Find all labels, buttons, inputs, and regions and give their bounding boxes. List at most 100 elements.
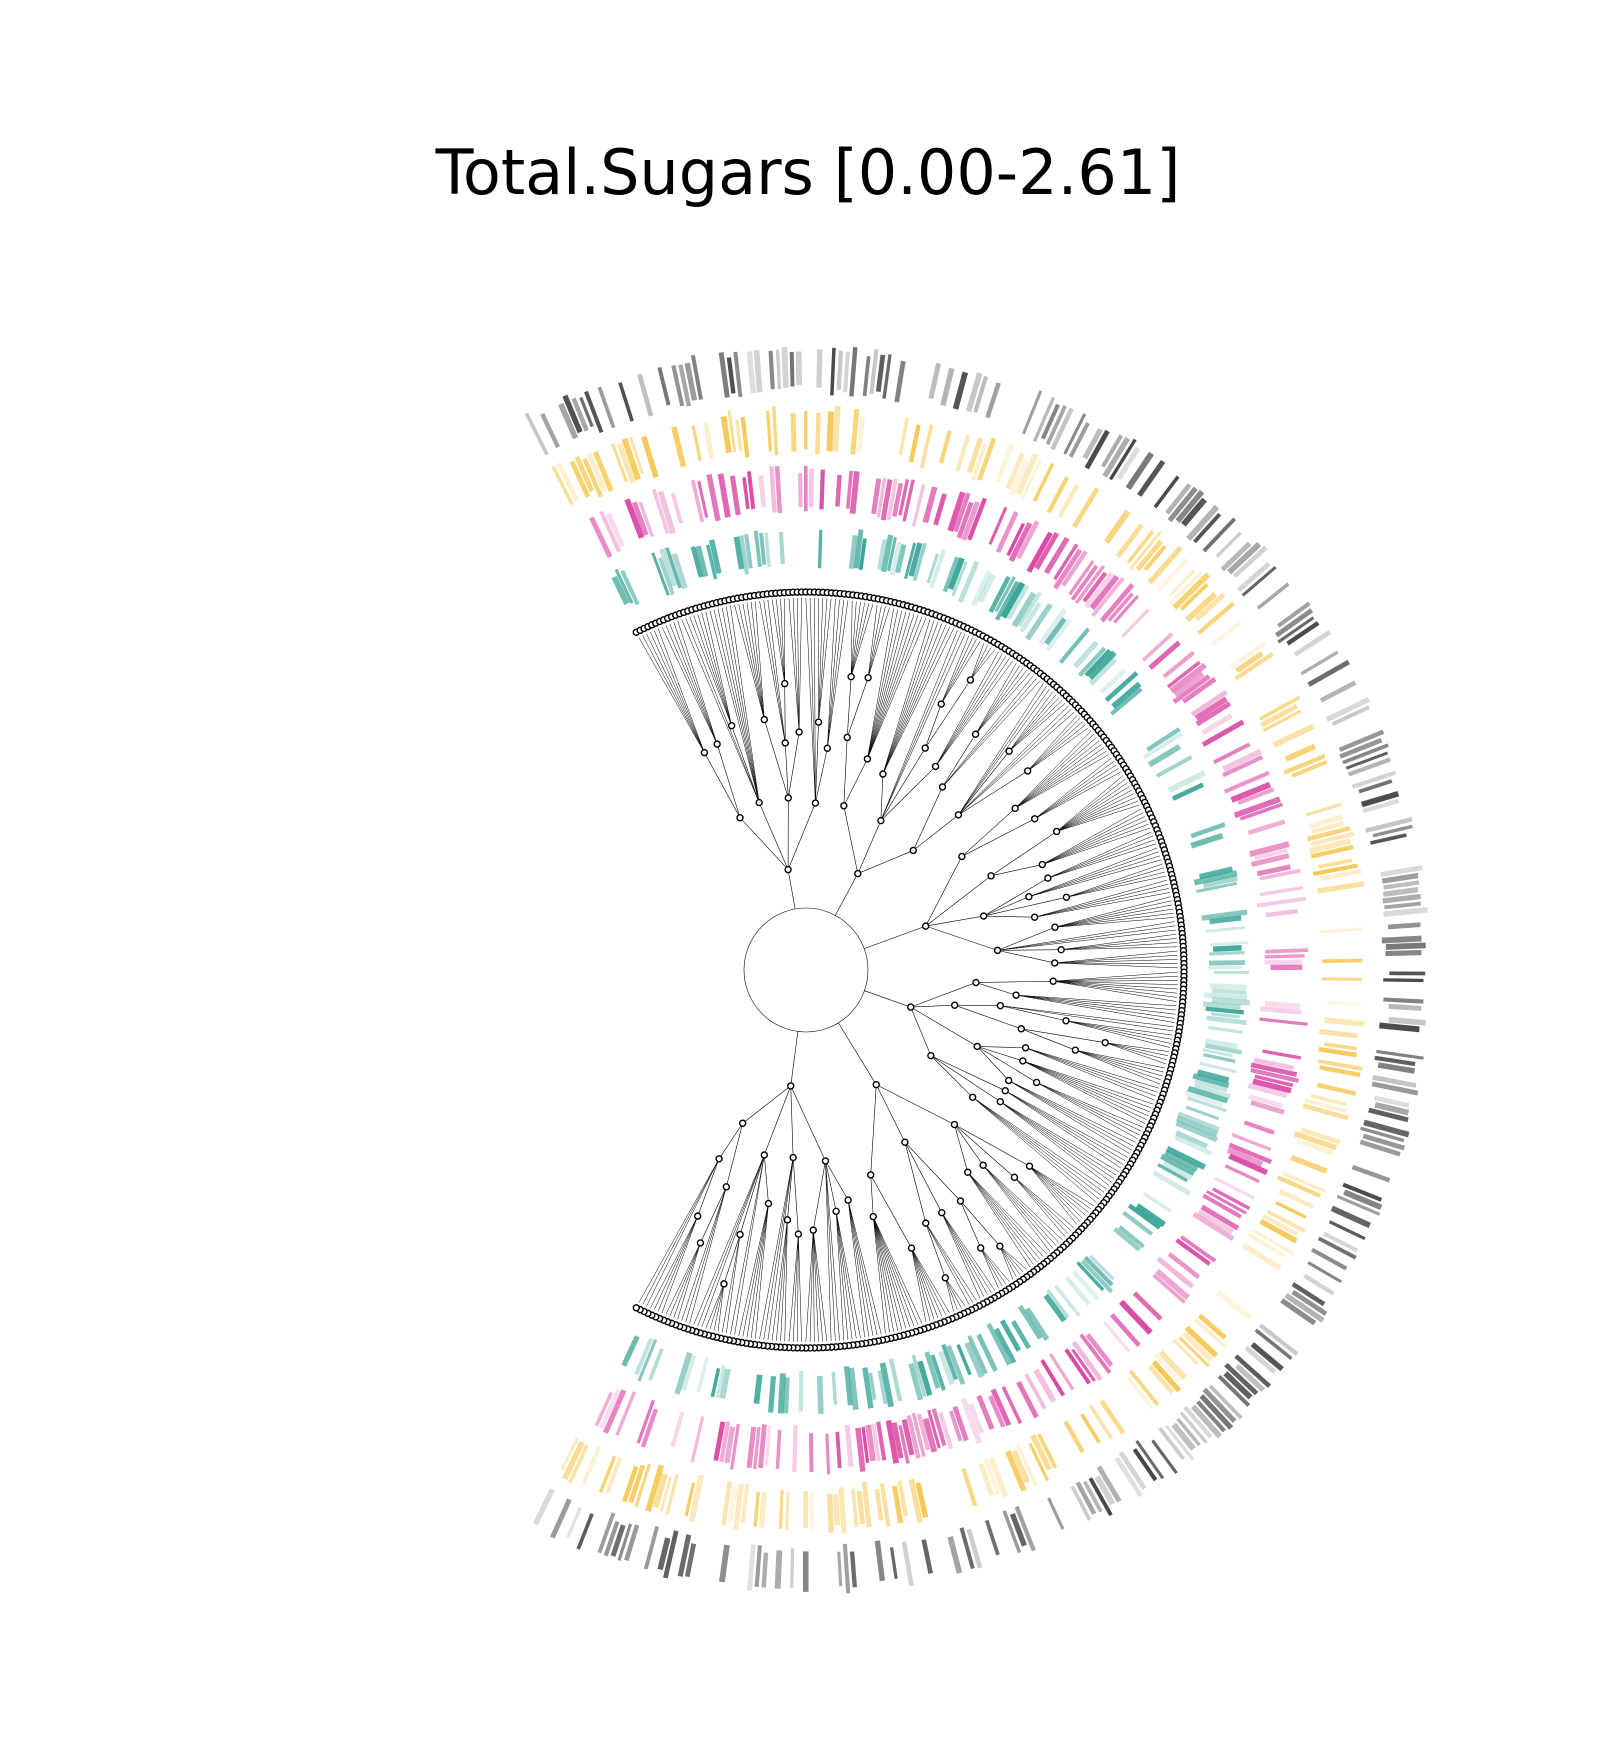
tree-edge [638,637,705,753]
ring-bar [1202,1048,1234,1058]
ring-bar [1164,1424,1195,1461]
tree-edge [972,1097,1107,1190]
ring-bar [901,1541,914,1587]
ring-bar [1253,848,1288,861]
ring-bar [889,541,902,576]
tree-edge [1008,694,1057,752]
ring-bar [849,471,860,514]
ring-bar [690,546,704,578]
ring-bar [1155,755,1193,778]
ring-bar [1192,1073,1230,1088]
ring-bar [939,430,952,464]
tree-edge [669,1242,701,1317]
tree-edge [787,731,800,798]
tree-edge [1105,1042,1169,1052]
tree-edge [677,1242,701,1320]
ring-bar [971,570,992,607]
ring-bar [1347,757,1391,777]
ring-bar [1158,1349,1187,1380]
tree-edge [1056,782,1128,832]
ring-bar [1233,796,1281,819]
tree-edge [726,606,760,803]
ring-bar [1184,1089,1224,1108]
ring-bar [967,497,987,541]
tree-edge [1021,1028,1106,1043]
ring-bar [1275,608,1314,638]
ring-bar [977,573,996,604]
tree-node [795,728,803,736]
tree-edge [970,645,988,681]
ring-bar [1024,1307,1050,1341]
ring-bar [1376,1049,1424,1060]
tree-node [922,1219,930,1227]
ring-bar [988,575,1011,614]
ring-bar [1199,1394,1234,1430]
ring-bar [1118,1299,1153,1335]
tree-node [832,1207,840,1216]
ring-bar [562,1440,585,1481]
ring-bar [1118,1451,1147,1490]
tree-edge [942,678,1037,788]
ring-bar [1259,703,1299,728]
tree-edge [975,672,1031,735]
tree-edge [825,1160,837,1212]
ring-bar [1121,608,1150,638]
ring-bar [1174,1135,1213,1156]
ring-bar [1172,1338,1199,1366]
tree-edge [1015,754,1110,809]
ring-bar [579,396,594,428]
ring-bar [1291,1282,1326,1307]
tree-edge [1054,950,1178,964]
tree-edge [904,1142,927,1224]
ring-bar [1237,561,1271,593]
ring-bar [1250,853,1290,868]
tree-edge [850,601,857,677]
tree-edge [872,1216,919,1325]
ring-bar [1388,1016,1426,1026]
ring-bar [1087,650,1117,680]
tree-edge [941,1212,988,1295]
ring-yellow [551,405,1365,1534]
ring-bar [1331,705,1370,726]
tree-edge [977,1046,1026,1049]
ring-bar [1203,1053,1236,1064]
tree-edge [867,617,927,760]
tree-node [972,978,980,987]
tree-edge [764,719,789,799]
ring-bar [1022,390,1043,435]
ring-bar [1381,935,1422,944]
tree-node [847,672,855,681]
ring-bar [1362,798,1400,814]
ring-bar [1014,1505,1036,1552]
ring-bar [1363,1119,1410,1138]
tree-edge [726,1234,741,1334]
tree-edge [967,1172,1034,1265]
ring-bar [1318,858,1353,869]
ring-bar [886,478,898,521]
ring-bar [1160,1153,1196,1176]
tree-edge [1054,913,1174,928]
tree-node [814,718,823,726]
ring-bar [576,1513,594,1550]
ring-bar [684,1543,697,1578]
ring-bar [1319,680,1357,703]
tree-edge [910,982,977,1008]
tree-edge [665,1242,701,1315]
ring-bar [947,557,965,591]
ring-bar [746,1426,757,1469]
tree-edge [925,925,998,951]
tree-edge [809,1230,814,1342]
ring-bar [733,1483,744,1530]
ring-bar [888,1358,903,1402]
ring-bar [1293,630,1332,657]
ring-bar [897,1480,909,1517]
ring-bar [976,1333,998,1372]
tree-edge [771,1219,788,1341]
tree-edge [867,616,923,760]
ring-bar [1209,950,1245,956]
tree-edge [1022,1060,1147,1120]
ring-bar [1254,1074,1294,1088]
tree-node [937,700,945,708]
ring-bar [874,1488,884,1521]
ring-bar [1190,832,1224,849]
